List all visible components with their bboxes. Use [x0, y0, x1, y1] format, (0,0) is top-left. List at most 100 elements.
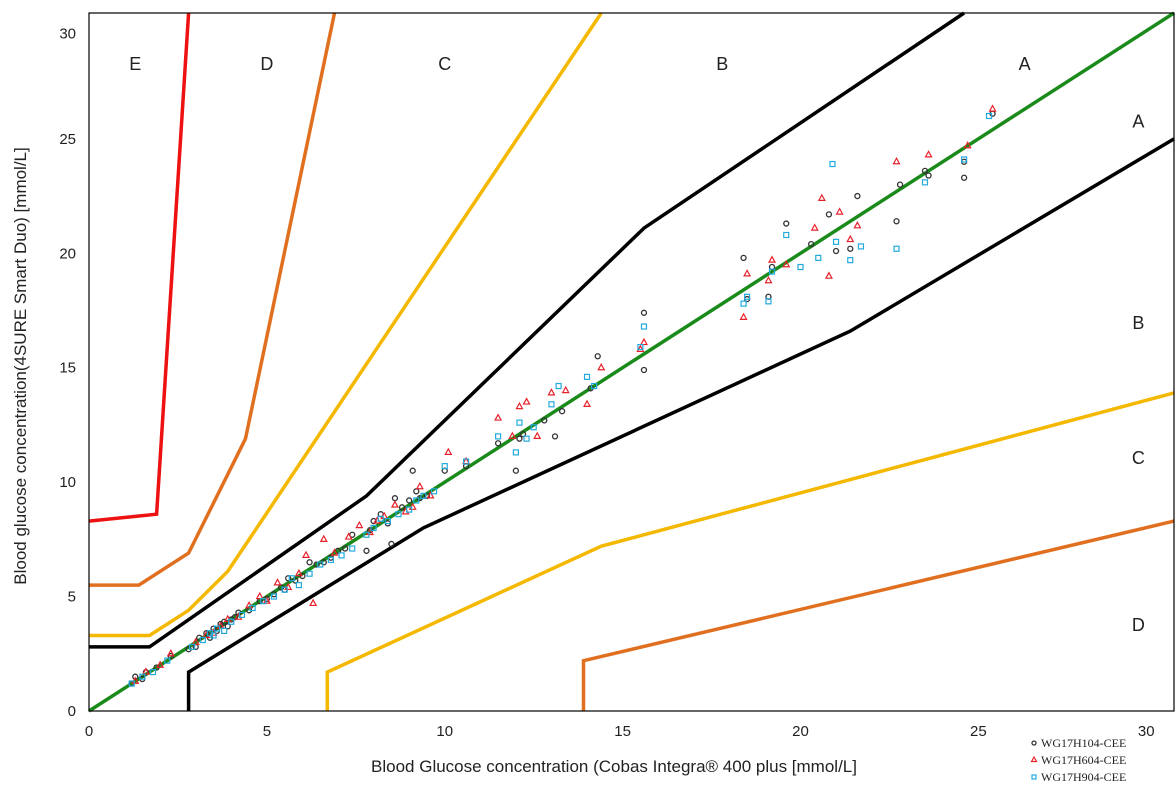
data-point-square	[281, 586, 288, 593]
data-point-square	[363, 531, 370, 538]
data-point-triangle	[494, 413, 503, 421]
data-point-square	[210, 632, 217, 639]
data-point-circle	[388, 540, 395, 548]
zone-boundaries	[88, 11, 1175, 711]
data-points	[128, 104, 997, 687]
data-point-square	[516, 419, 523, 426]
data-point-circle	[807, 240, 815, 248]
data-point-square	[797, 263, 804, 271]
data-point-square	[462, 458, 470, 465]
data-point-circle	[558, 408, 566, 415]
y-tick-label: 5	[68, 589, 76, 606]
y-tick-label: 15	[59, 360, 76, 377]
data-point-square	[228, 618, 235, 625]
data-point-square	[164, 657, 171, 664]
data-point-triangle	[273, 578, 282, 586]
data-point-triangle	[294, 568, 303, 577]
data-point-square	[406, 506, 413, 513]
y-tick-label: 0	[68, 703, 76, 720]
data-point-triangle	[508, 431, 517, 439]
zone-label: D	[260, 54, 273, 74]
legend-marker-triangle	[1030, 755, 1038, 763]
data-point-triangle	[415, 481, 424, 490]
data-point-triangle	[988, 104, 997, 112]
data-point-triangle	[355, 520, 364, 529]
x-tick-label: 20	[792, 723, 809, 740]
data-point-circle	[306, 559, 313, 566]
x-tick-labels: 0 5 10 15 20 25 30	[85, 723, 1155, 740]
data-point-circle	[640, 366, 648, 374]
data-point-circle	[132, 673, 139, 680]
x-axis-title: Blood Glucose concentration (Cobas Integ…	[371, 757, 857, 776]
zone-label: C	[438, 54, 451, 74]
data-point-circle	[783, 220, 790, 227]
data-point-triangle	[817, 193, 826, 201]
data-point-circle	[413, 488, 420, 495]
data-point-square	[377, 515, 384, 522]
data-point-triangle	[853, 221, 862, 229]
data-point-circle	[825, 211, 833, 218]
data-point-triangle	[141, 667, 150, 675]
data-point-circle	[512, 467, 520, 474]
data-point-circle	[391, 495, 399, 502]
zone-label: C	[1132, 448, 1145, 468]
x-tick-label: 5	[263, 723, 271, 740]
data-point-triangle	[444, 447, 453, 455]
y-tick-label: 20	[59, 245, 76, 262]
data-point-triangle	[301, 550, 311, 558]
data-point-circle	[541, 417, 548, 424]
data-point-triangle	[583, 399, 592, 407]
data-point-triangle	[515, 401, 524, 410]
data-point-square	[815, 254, 822, 261]
data-point-triangle	[739, 312, 748, 320]
data-point-triangle	[191, 637, 200, 645]
data-point-triangle	[255, 591, 264, 600]
data-point-square	[523, 435, 530, 442]
data-point-square	[395, 511, 402, 518]
data-point-circle	[494, 440, 502, 447]
data-point-square	[288, 575, 295, 582]
data-point-square	[783, 231, 790, 239]
legend-marker-circle	[1031, 740, 1037, 746]
zone-boundary-line-0	[89, 11, 966, 649]
data-point-circle	[313, 561, 320, 568]
data-point-triangle	[768, 255, 777, 263]
data-point-circle	[203, 630, 210, 637]
data-point-circle	[363, 547, 370, 554]
data-point-square	[430, 488, 438, 495]
data-point-circle	[519, 430, 527, 438]
data-point-circle	[224, 623, 231, 630]
data-point-square	[306, 570, 313, 577]
data-point-square	[832, 238, 840, 245]
data-point-triangle	[319, 534, 328, 542]
data-point-circle	[594, 353, 601, 360]
data-point-square	[583, 373, 591, 380]
legend-label: WG17H104-CEE	[1041, 736, 1126, 750]
data-point-circle	[960, 174, 968, 181]
data-point-triangle	[547, 388, 556, 396]
zone-label: B	[1132, 313, 1144, 333]
y-tick-label: 10	[59, 474, 76, 491]
data-point-circle	[285, 575, 292, 582]
data-point-circle	[341, 545, 349, 552]
zone-boundary-line-4	[89, 12, 337, 587]
data-point-square	[213, 625, 221, 632]
data-point-triangle	[390, 500, 399, 508]
zone-boundary-line-1	[186, 137, 1175, 711]
data-point-square	[128, 680, 135, 687]
data-point-triangle	[892, 157, 901, 165]
data-point-square	[199, 636, 206, 644]
legend-label: WG17H904-CEE	[1041, 770, 1126, 784]
data-point-circle	[551, 433, 559, 440]
data-point-triangle	[597, 362, 606, 371]
data-point-square	[338, 552, 345, 559]
data-point-square	[829, 160, 836, 168]
data-point-square	[149, 668, 157, 676]
data-point-square	[857, 243, 865, 250]
data-point-triangle	[764, 276, 773, 284]
data-point-triangle	[924, 150, 933, 158]
zone-label: D	[1132, 615, 1145, 635]
data-point-square	[370, 524, 377, 532]
data-point-square	[413, 497, 420, 504]
